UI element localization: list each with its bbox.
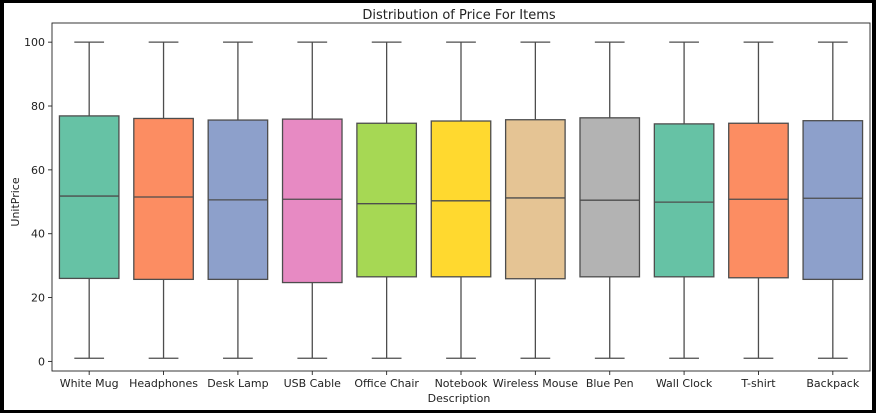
y-tick-label-60: 60 xyxy=(31,164,45,177)
y-tick-label-100: 100 xyxy=(24,36,45,49)
box-white-mug xyxy=(58,115,120,280)
box-headphones xyxy=(133,117,194,281)
y-axis-title: UnitPrice xyxy=(9,177,22,226)
chart-frame: Distribution of Price For Items Descript… xyxy=(4,3,872,410)
y-tick-label-20: 20 xyxy=(31,292,45,305)
y-tick-label-40: 40 xyxy=(31,228,45,241)
box-t-shirt xyxy=(728,122,789,279)
y-tick-label-0: 0 xyxy=(38,355,45,368)
x-tick-label-usb-cable: USB Cable xyxy=(284,377,342,390)
x-tick-label-desk-lamp: Desk Lamp xyxy=(207,377,268,390)
box-notebook xyxy=(430,120,492,278)
chart-title: Distribution of Price For Items xyxy=(362,8,556,23)
y-tick-label-80: 80 xyxy=(31,100,45,113)
x-tick-label-white-mug: White Mug xyxy=(60,377,119,390)
x-tick-label-backpack: Backpack xyxy=(806,377,859,390)
box-usb-cable xyxy=(281,118,343,284)
x-tick-label-notebook: Notebook xyxy=(435,377,488,390)
x-tick-label-wall-clock: Wall Clock xyxy=(656,377,713,390)
x-tick-label-headphones: Headphones xyxy=(129,377,198,390)
plot-area: 0 20 40 60 80 100 White Mug Headphones Desk Lamp… xyxy=(24,22,871,390)
x-tick-label-blue-pen: Blue Pen xyxy=(586,377,634,390)
x-tick-label-t-shirt: T-shirt xyxy=(740,377,776,390)
x-axis-title: Description xyxy=(428,392,491,405)
box-backpack xyxy=(802,120,864,281)
box-wall-clock xyxy=(653,123,715,278)
x-tick-label-office-chair: Office Chair xyxy=(354,377,419,390)
x-tick-label-wireless-mouse: Wireless Mouse xyxy=(493,377,578,390)
box-office-chair xyxy=(356,122,418,278)
boxplot-chart: Distribution of Price For Items Descript… xyxy=(9,8,871,405)
box-blue-pen xyxy=(579,117,641,278)
box-wireless-mouse xyxy=(504,119,566,280)
